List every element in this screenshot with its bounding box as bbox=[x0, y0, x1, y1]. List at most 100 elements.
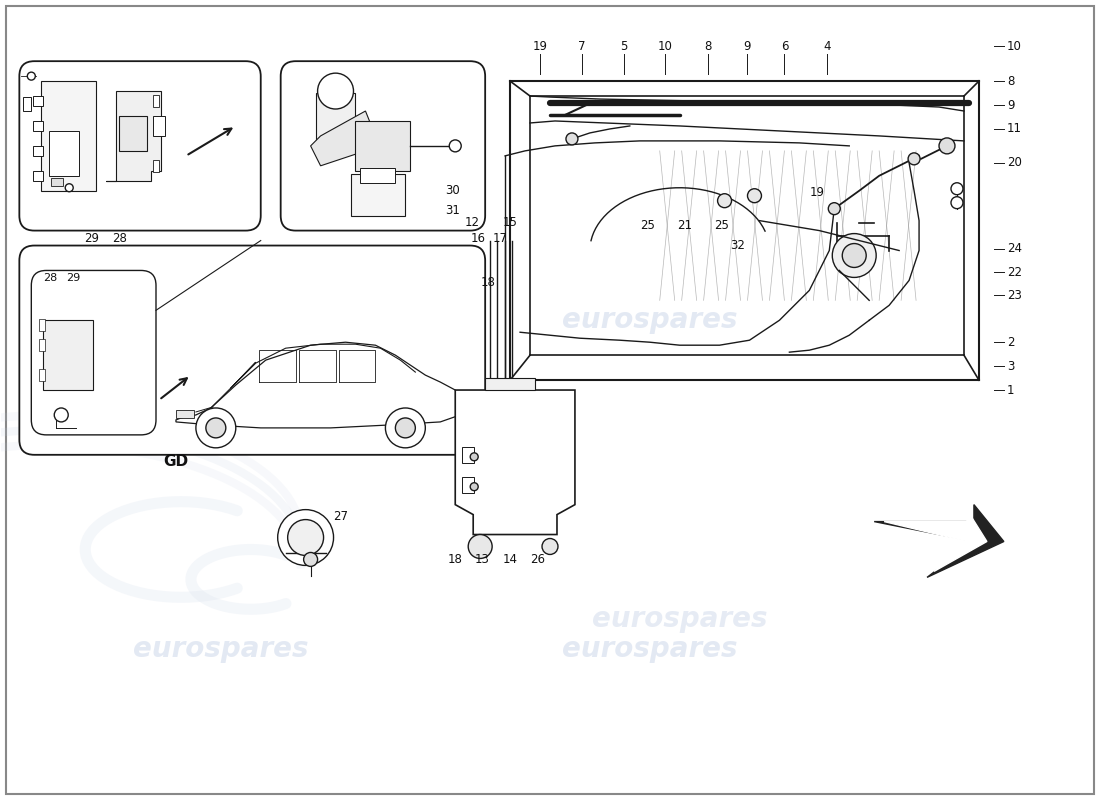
Text: 10: 10 bbox=[658, 40, 672, 53]
Text: eurospares: eurospares bbox=[562, 635, 737, 663]
FancyBboxPatch shape bbox=[31, 270, 156, 435]
Text: 19: 19 bbox=[810, 186, 825, 199]
Bar bbox=[316, 93, 355, 141]
Circle shape bbox=[277, 510, 333, 566]
Circle shape bbox=[748, 189, 761, 202]
Text: eurospares: eurospares bbox=[133, 635, 309, 663]
Polygon shape bbox=[874, 505, 1004, 578]
Circle shape bbox=[939, 138, 955, 154]
Text: GD: GD bbox=[164, 454, 188, 470]
Bar bbox=[153, 95, 159, 107]
Text: 10: 10 bbox=[1006, 40, 1022, 53]
Circle shape bbox=[470, 453, 478, 461]
Polygon shape bbox=[310, 111, 375, 166]
Bar bbox=[40, 319, 45, 331]
Circle shape bbox=[952, 182, 962, 194]
Bar bbox=[119, 116, 147, 151]
Text: 31: 31 bbox=[446, 204, 460, 217]
Circle shape bbox=[469, 534, 492, 558]
Polygon shape bbox=[455, 390, 575, 534]
Text: eurospares: eurospares bbox=[592, 606, 768, 634]
Text: 3: 3 bbox=[1006, 360, 1014, 373]
Circle shape bbox=[318, 73, 353, 109]
Text: 12: 12 bbox=[464, 216, 480, 229]
Text: 8: 8 bbox=[704, 40, 712, 53]
Bar bbox=[43, 320, 94, 390]
Text: 21: 21 bbox=[678, 219, 692, 232]
Text: 28: 28 bbox=[112, 232, 126, 245]
Circle shape bbox=[54, 408, 68, 422]
Circle shape bbox=[833, 234, 877, 278]
Circle shape bbox=[385, 408, 426, 448]
Bar bbox=[50, 131, 79, 176]
Bar bbox=[153, 160, 159, 172]
Text: 19: 19 bbox=[532, 40, 548, 53]
Bar bbox=[355, 121, 410, 170]
Circle shape bbox=[65, 184, 74, 192]
Text: 4: 4 bbox=[824, 40, 830, 53]
Bar bbox=[485, 378, 535, 390]
Bar bbox=[52, 178, 63, 186]
Circle shape bbox=[206, 418, 225, 438]
Circle shape bbox=[843, 243, 866, 267]
Circle shape bbox=[288, 519, 323, 555]
Text: 23: 23 bbox=[1006, 289, 1022, 302]
Circle shape bbox=[828, 202, 840, 214]
Text: 26: 26 bbox=[530, 553, 546, 566]
Bar bbox=[462, 477, 474, 493]
Circle shape bbox=[304, 553, 318, 566]
Text: 25: 25 bbox=[714, 219, 729, 232]
Text: 29: 29 bbox=[66, 274, 80, 283]
FancyBboxPatch shape bbox=[20, 61, 261, 230]
Bar bbox=[153, 116, 165, 136]
Circle shape bbox=[952, 197, 962, 209]
Circle shape bbox=[717, 194, 732, 208]
Text: eurospares: eurospares bbox=[562, 306, 737, 334]
Polygon shape bbox=[176, 342, 460, 428]
Text: 5: 5 bbox=[620, 40, 627, 53]
FancyBboxPatch shape bbox=[20, 246, 485, 455]
Text: 32: 32 bbox=[730, 239, 745, 252]
Text: 30: 30 bbox=[446, 184, 460, 198]
Bar bbox=[33, 121, 43, 131]
Text: 24: 24 bbox=[1006, 242, 1022, 255]
Text: 2: 2 bbox=[1006, 336, 1014, 349]
Polygon shape bbox=[884, 510, 987, 571]
Text: 9: 9 bbox=[742, 40, 750, 53]
Text: 29: 29 bbox=[84, 232, 99, 245]
Circle shape bbox=[566, 133, 578, 145]
Bar bbox=[351, 174, 406, 216]
Circle shape bbox=[542, 538, 558, 554]
Bar bbox=[23, 97, 31, 111]
Circle shape bbox=[909, 153, 920, 165]
Text: 8: 8 bbox=[1006, 74, 1014, 88]
Bar bbox=[176, 410, 194, 418]
Bar bbox=[40, 339, 45, 351]
Bar bbox=[361, 168, 395, 182]
Circle shape bbox=[470, 482, 478, 490]
Text: 7: 7 bbox=[579, 40, 585, 53]
Bar bbox=[42, 81, 96, 190]
Text: 1: 1 bbox=[1006, 383, 1014, 397]
Text: 28: 28 bbox=[43, 274, 57, 283]
Text: 18: 18 bbox=[481, 276, 496, 289]
Bar bbox=[33, 96, 43, 106]
Circle shape bbox=[395, 418, 416, 438]
Polygon shape bbox=[106, 91, 161, 181]
Text: 25: 25 bbox=[640, 219, 656, 232]
Text: 13: 13 bbox=[475, 553, 490, 566]
Text: eurospares: eurospares bbox=[133, 306, 309, 334]
Bar bbox=[33, 146, 43, 156]
Text: 15: 15 bbox=[503, 216, 517, 229]
Circle shape bbox=[196, 408, 235, 448]
Bar bbox=[33, 170, 43, 181]
Bar bbox=[462, 447, 474, 462]
Circle shape bbox=[28, 72, 35, 80]
Text: 20: 20 bbox=[1006, 156, 1022, 170]
Bar bbox=[40, 369, 45, 381]
Text: 6: 6 bbox=[781, 40, 789, 53]
Text: 22: 22 bbox=[1006, 266, 1022, 279]
Text: 14: 14 bbox=[503, 553, 518, 566]
FancyBboxPatch shape bbox=[280, 61, 485, 230]
Text: 27: 27 bbox=[333, 510, 348, 523]
